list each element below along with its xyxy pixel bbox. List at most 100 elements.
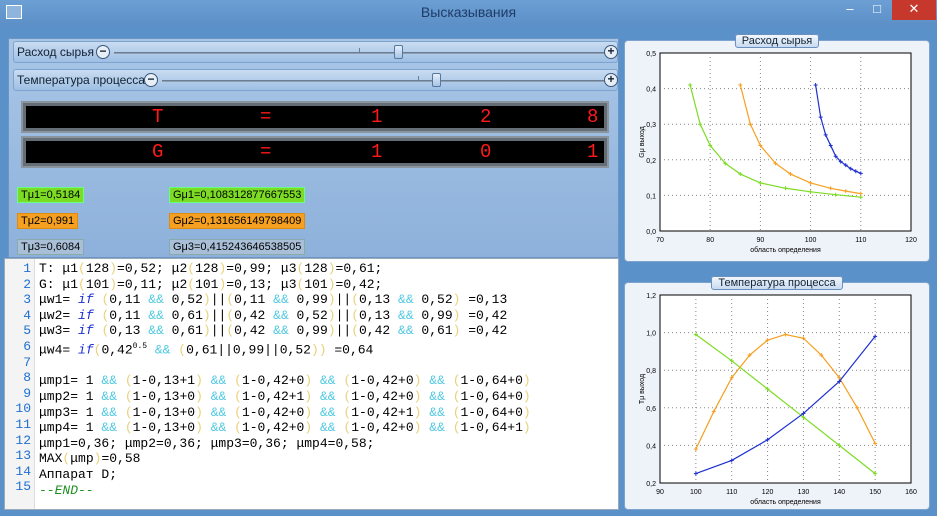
y-tick-label: 0,3	[646, 122, 656, 129]
code-editor[interactable]: 1 2 3 4 5 6 7 8 9 10 11 12 13 14 15 T: μ1(128)=0,52; μ…	[4, 258, 619, 510]
plus-icon[interactable]: +	[604, 45, 618, 59]
data-point-green	[873, 471, 878, 476]
data-point-green	[765, 387, 770, 391]
data-point-green	[698, 122, 703, 127]
slider-label: Расход сырья	[17, 45, 94, 59]
chart-raw-material-panel: Расход сырья 70 80 90 100 110 120 0,0 0,1 0,2 0,3…	[624, 34, 930, 262]
slider-tick	[359, 48, 360, 53]
x-tick-label: 120	[905, 237, 917, 244]
display-name: T	[152, 106, 164, 128]
data-point-green	[688, 83, 693, 88]
display-digit: 1	[371, 141, 383, 163]
data-point-green	[693, 332, 698, 337]
minus-icon[interactable]: −	[96, 45, 110, 59]
line-number: 1	[23, 261, 31, 276]
chart-title: Расход сырья	[734, 34, 820, 48]
line-number: 13	[15, 448, 31, 464]
line-number: 2	[23, 276, 31, 292]
y-tick-label: 0,4	[646, 443, 656, 450]
data-point-green	[708, 143, 713, 148]
line-number: 11	[15, 417, 31, 432]
y-tick-label: 0,5	[646, 51, 656, 58]
display-digit: 1	[587, 141, 599, 163]
display-eq: =	[260, 106, 272, 128]
data-point-orange	[788, 172, 793, 177]
data-point-blue	[837, 379, 842, 384]
data-point-orange	[801, 336, 806, 341]
series-line-blue	[815, 84, 862, 174]
series-line-green	[689, 84, 861, 198]
x-tick-label: 90	[757, 237, 765, 244]
y-tick-label: 0,0	[646, 229, 656, 236]
x-tick-label: 120	[762, 489, 774, 496]
display-digit: 0	[480, 141, 492, 163]
data-point-orange	[858, 191, 863, 196]
display-T: T = 1 2 8	[21, 101, 609, 133]
data-point-blue	[848, 166, 853, 171]
data-point-orange	[748, 122, 753, 127]
code-text[interactable]: T: μ1(128)=0,52; μ2(128)=0,99; μ3(128)=0…	[39, 261, 531, 498]
x-tick-label: 160	[905, 489, 917, 496]
line-number: 7	[23, 354, 31, 370]
y-tick-label: 0,2	[646, 481, 656, 488]
y-axis-label: Gμ выход	[639, 126, 646, 157]
x-tick-label: 100	[690, 489, 702, 496]
close-button[interactable]: ✕	[892, 0, 936, 20]
data-point-orange	[693, 447, 698, 452]
title-bar: Высказывания – □ ✕	[0, 0, 937, 26]
line-number: 10	[15, 401, 31, 417]
slider-process-temp[interactable]: Температура процесса − +	[13, 69, 618, 91]
slider-thumb[interactable]	[432, 73, 442, 87]
data-point-blue	[729, 458, 734, 463]
data-point-orange	[765, 338, 770, 343]
y-tick-label: 1,2	[646, 293, 656, 300]
slider-raw-material[interactable]: Расход сырья − +	[13, 41, 618, 63]
data-point-green	[723, 161, 728, 166]
data-point-blue	[853, 169, 858, 174]
data-point-blue	[813, 83, 818, 88]
data-point-blue	[838, 159, 843, 164]
chart-temperature-panel: Температура процесса 90 100 110 120 130 140 15…	[624, 276, 930, 510]
x-tick-label: 80	[706, 237, 714, 244]
display-name: G	[152, 141, 164, 163]
maximize-button[interactable]: □	[873, 1, 881, 16]
data-point-orange	[773, 161, 778, 166]
data-point-orange	[828, 186, 833, 191]
line-number: 8	[23, 370, 31, 386]
chip-tm3: Tμ3=0,6084	[17, 239, 85, 255]
display-digit: 8	[587, 106, 599, 128]
line-gutter: 1 2 3 4 5 6 7 8 9 10 11 12 13 14 15	[5, 259, 35, 509]
minimize-button[interactable]: –	[846, 1, 854, 16]
line-number: 9	[23, 385, 31, 401]
minus-icon[interactable]: −	[144, 73, 158, 87]
y-tick-label: 0,2	[646, 158, 656, 165]
data-point-orange	[758, 143, 763, 148]
data-point-blue	[801, 411, 806, 416]
data-point-blue	[858, 171, 863, 176]
data-point-green	[833, 192, 838, 197]
slider-tick	[418, 76, 420, 81]
x-tick-label: 110	[726, 489, 737, 496]
plot-area	[659, 52, 912, 232]
data-point-green	[837, 443, 842, 448]
y-tick-label: 0,8	[646, 368, 656, 375]
line-number: 14	[15, 463, 31, 479]
display-digit: 1	[371, 106, 383, 128]
display-G: G = 1 0 1	[21, 136, 609, 168]
data-point-blue	[818, 115, 823, 120]
data-point-orange	[783, 332, 788, 337]
line-number: 6	[23, 339, 31, 354]
chip-tm1: Tμ1=0,5184	[17, 187, 85, 203]
data-point-green	[858, 195, 863, 200]
chip-tm2: Tμ2=0,991	[17, 213, 79, 229]
series-line-green	[695, 333, 876, 475]
line-number: 12	[15, 432, 31, 448]
data-point-orange	[711, 409, 716, 414]
plus-icon[interactable]: +	[604, 73, 618, 87]
slider-track[interactable]	[162, 80, 604, 82]
y-tick-label: 0,6	[646, 406, 656, 413]
line-number: 15	[15, 479, 31, 495]
window-title: Высказывания	[420, 4, 517, 20]
slider-thumb[interactable]	[394, 45, 404, 59]
data-point-orange	[843, 189, 848, 194]
